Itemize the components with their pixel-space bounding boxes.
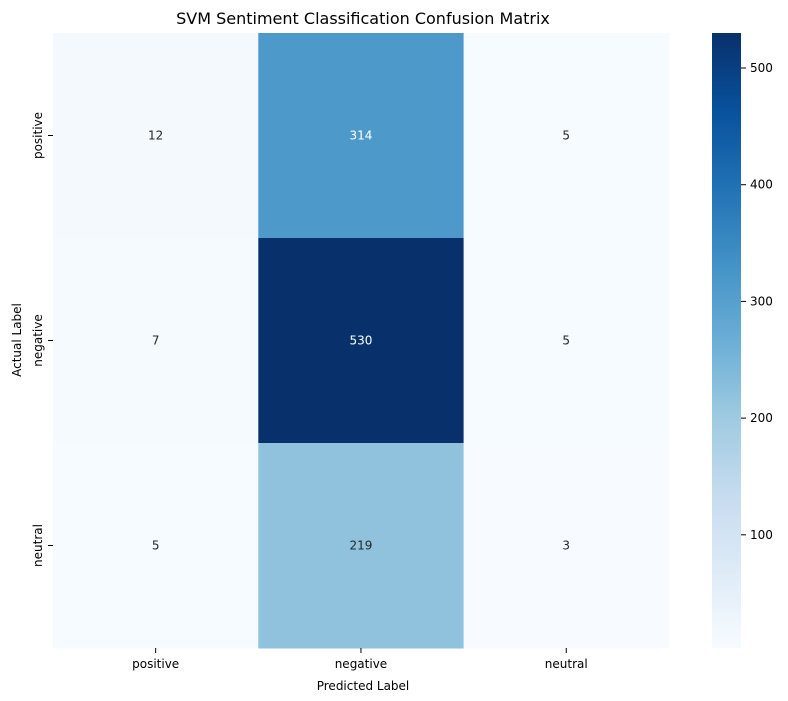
cell-value-label: 219 — [349, 539, 372, 553]
heatmap-cell — [463, 33, 670, 239]
colorbar-tick-label: 200 — [750, 411, 773, 425]
x-tick-label: positive — [132, 657, 179, 671]
colorbar-tick-label: 100 — [750, 528, 773, 542]
y-tick-label: positive — [31, 112, 45, 159]
colorbar-tick-label: 500 — [750, 61, 773, 75]
cell-value-label: 12 — [148, 129, 163, 143]
x-axis-ticks: positive negative neutral — [132, 648, 588, 671]
heatmap-cell — [53, 33, 259, 239]
x-axis-label: Predicted Label — [317, 679, 410, 693]
y-axis-ticks: positive negative neutral — [31, 112, 53, 567]
heatmap-cell — [53, 238, 259, 444]
heatmap-cell — [463, 238, 670, 444]
colorbar-tick-label: 400 — [750, 178, 773, 192]
cell-value-label: 5 — [152, 539, 160, 553]
y-tick-label: negative — [31, 314, 45, 366]
heatmap-cells — [53, 33, 670, 649]
cell-value-label: 5 — [562, 129, 570, 143]
cell-value-label: 5 — [562, 334, 570, 348]
x-tick-label: negative — [335, 657, 387, 671]
cell-value-label: 314 — [349, 129, 372, 143]
heatmap-cell — [463, 443, 670, 649]
heatmap-cell — [258, 443, 465, 649]
heatmap-cell — [53, 443, 259, 649]
cell-value-label: 3 — [562, 539, 570, 553]
heatmap-cell — [258, 238, 465, 444]
y-axis-label: Actual Label — [10, 303, 24, 377]
y-tick-label: neutral — [31, 524, 45, 567]
cell-value-label: 7 — [152, 334, 160, 348]
colorbar: 100 200 300 400 500 — [712, 33, 773, 648]
x-tick-label: neutral — [545, 657, 588, 671]
heatmap-cell-labels: 12 314 5 7 530 5 5 219 3 — [148, 129, 570, 553]
cell-value-label: 530 — [349, 334, 372, 348]
colorbar-tick-label: 300 — [750, 294, 773, 308]
heatmap-cell — [258, 33, 465, 239]
colorbar-gradient — [712, 33, 741, 648]
chart-title: SVM Sentiment Classification Confusion M… — [176, 9, 550, 28]
